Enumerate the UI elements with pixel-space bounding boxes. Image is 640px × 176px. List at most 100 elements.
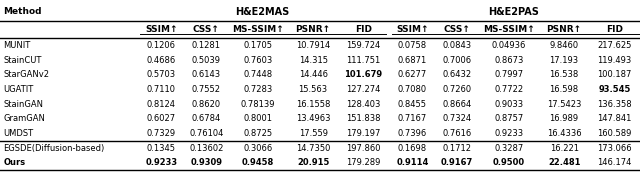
Text: Method: Method	[3, 7, 42, 16]
Text: SSIM↑: SSIM↑	[145, 25, 178, 34]
Text: Ours: Ours	[3, 158, 26, 167]
Text: 217.625: 217.625	[597, 41, 632, 50]
Text: CSS↑: CSS↑	[193, 25, 220, 34]
Text: 0.1345: 0.1345	[147, 144, 176, 153]
Text: 0.7324: 0.7324	[443, 114, 472, 123]
Text: 0.8001: 0.8001	[243, 114, 273, 123]
Text: 0.1281: 0.1281	[192, 41, 221, 50]
Text: 0.7603: 0.7603	[243, 56, 273, 65]
Text: 0.8620: 0.8620	[191, 100, 221, 109]
Text: 0.0758: 0.0758	[398, 41, 427, 50]
Text: 0.6871: 0.6871	[398, 56, 427, 65]
Text: FID: FID	[355, 25, 372, 34]
Text: 0.5703: 0.5703	[147, 70, 176, 79]
Text: UGATIT: UGATIT	[3, 85, 33, 94]
Text: 16.989: 16.989	[550, 114, 579, 123]
Text: 0.8757: 0.8757	[494, 114, 524, 123]
Text: GramGAN: GramGAN	[3, 114, 45, 123]
Text: MUNIT: MUNIT	[3, 41, 31, 50]
Text: MS-SSIM↑: MS-SSIM↑	[232, 25, 284, 34]
Text: SSIM↑: SSIM↑	[396, 25, 429, 34]
Text: 0.3066: 0.3066	[243, 144, 273, 153]
Text: 0.6277: 0.6277	[398, 70, 427, 79]
Text: 0.8673: 0.8673	[494, 56, 524, 65]
Text: 0.1698: 0.1698	[398, 144, 427, 153]
Text: 0.7283: 0.7283	[243, 85, 273, 94]
Text: 0.9114: 0.9114	[396, 158, 429, 167]
Text: 0.7997: 0.7997	[495, 70, 524, 79]
Text: 151.838: 151.838	[346, 114, 381, 123]
Text: 179.197: 179.197	[346, 129, 381, 138]
Text: 10.7914: 10.7914	[296, 41, 330, 50]
Text: 0.04936: 0.04936	[492, 41, 526, 50]
Text: 160.589: 160.589	[597, 129, 632, 138]
Text: 0.8124: 0.8124	[147, 100, 176, 109]
Text: 0.7260: 0.7260	[443, 85, 472, 94]
Text: 14.7350: 14.7350	[296, 144, 330, 153]
Text: StainGAN: StainGAN	[3, 100, 44, 109]
Text: 0.9233: 0.9233	[145, 158, 177, 167]
Text: EGSDE(Diffusion-based): EGSDE(Diffusion-based)	[3, 144, 104, 153]
Text: 0.7110: 0.7110	[147, 85, 176, 94]
Text: 0.6432: 0.6432	[443, 70, 472, 79]
Text: 0.1712: 0.1712	[443, 144, 472, 153]
Text: 16.598: 16.598	[550, 85, 579, 94]
Text: 0.13602: 0.13602	[189, 144, 223, 153]
Text: 0.9233: 0.9233	[495, 129, 524, 138]
Text: 197.860: 197.860	[346, 144, 381, 153]
Text: 16.221: 16.221	[550, 144, 579, 153]
Text: H&E2MAS: H&E2MAS	[236, 7, 289, 17]
Text: 16.1558: 16.1558	[296, 100, 330, 109]
Text: 0.9167: 0.9167	[441, 158, 474, 167]
Text: FID: FID	[606, 25, 623, 34]
Text: 0.7448: 0.7448	[243, 70, 273, 79]
Text: 0.6143: 0.6143	[191, 70, 221, 79]
Text: 17.5423: 17.5423	[547, 100, 581, 109]
Text: 173.066: 173.066	[597, 144, 632, 153]
Text: 179.289: 179.289	[346, 158, 381, 167]
Text: 0.7080: 0.7080	[398, 85, 427, 94]
Text: H&E2PAS: H&E2PAS	[488, 7, 539, 17]
Text: 0.4686: 0.4686	[147, 56, 176, 65]
Text: 0.1206: 0.1206	[147, 41, 176, 50]
Text: 0.9500: 0.9500	[493, 158, 525, 167]
Text: 0.7552: 0.7552	[192, 85, 221, 94]
Text: 14.315: 14.315	[299, 56, 328, 65]
Text: 0.9458: 0.9458	[242, 158, 274, 167]
Text: PSNR↑: PSNR↑	[547, 25, 582, 34]
Text: 159.724: 159.724	[346, 41, 381, 50]
Text: 0.9033: 0.9033	[495, 100, 524, 109]
Text: 128.403: 128.403	[346, 100, 381, 109]
Text: 0.7006: 0.7006	[443, 56, 472, 65]
Text: StarGANv2: StarGANv2	[3, 70, 49, 79]
Text: 17.193: 17.193	[550, 56, 579, 65]
Text: 0.6027: 0.6027	[147, 114, 176, 123]
Text: 13.4963: 13.4963	[296, 114, 330, 123]
Text: 136.358: 136.358	[597, 100, 632, 109]
Text: 0.7616: 0.7616	[443, 129, 472, 138]
Text: 0.8664: 0.8664	[443, 100, 472, 109]
Text: 0.7722: 0.7722	[495, 85, 524, 94]
Text: 0.6784: 0.6784	[191, 114, 221, 123]
Text: 14.446: 14.446	[299, 70, 328, 79]
Text: 0.9309: 0.9309	[190, 158, 222, 167]
Text: 0.76104: 0.76104	[189, 129, 223, 138]
Text: 111.751: 111.751	[346, 56, 381, 65]
Text: 16.4336: 16.4336	[547, 129, 582, 138]
Text: 22.481: 22.481	[548, 158, 580, 167]
Text: 0.7329: 0.7329	[147, 129, 176, 138]
Text: 0.7167: 0.7167	[398, 114, 427, 123]
Text: 119.493: 119.493	[597, 56, 632, 65]
Text: 9.8460: 9.8460	[550, 41, 579, 50]
Text: 100.187: 100.187	[597, 70, 632, 79]
Text: 0.3287: 0.3287	[494, 144, 524, 153]
Text: StainCUT: StainCUT	[3, 56, 42, 65]
Text: CSS↑: CSS↑	[444, 25, 470, 34]
Text: 0.8725: 0.8725	[243, 129, 273, 138]
Text: 0.5039: 0.5039	[192, 56, 221, 65]
Text: 0.1705: 0.1705	[243, 41, 273, 50]
Text: UMDST: UMDST	[3, 129, 33, 138]
Text: 20.915: 20.915	[297, 158, 330, 167]
Text: 0.7396: 0.7396	[398, 129, 427, 138]
Text: 147.841: 147.841	[597, 114, 632, 123]
